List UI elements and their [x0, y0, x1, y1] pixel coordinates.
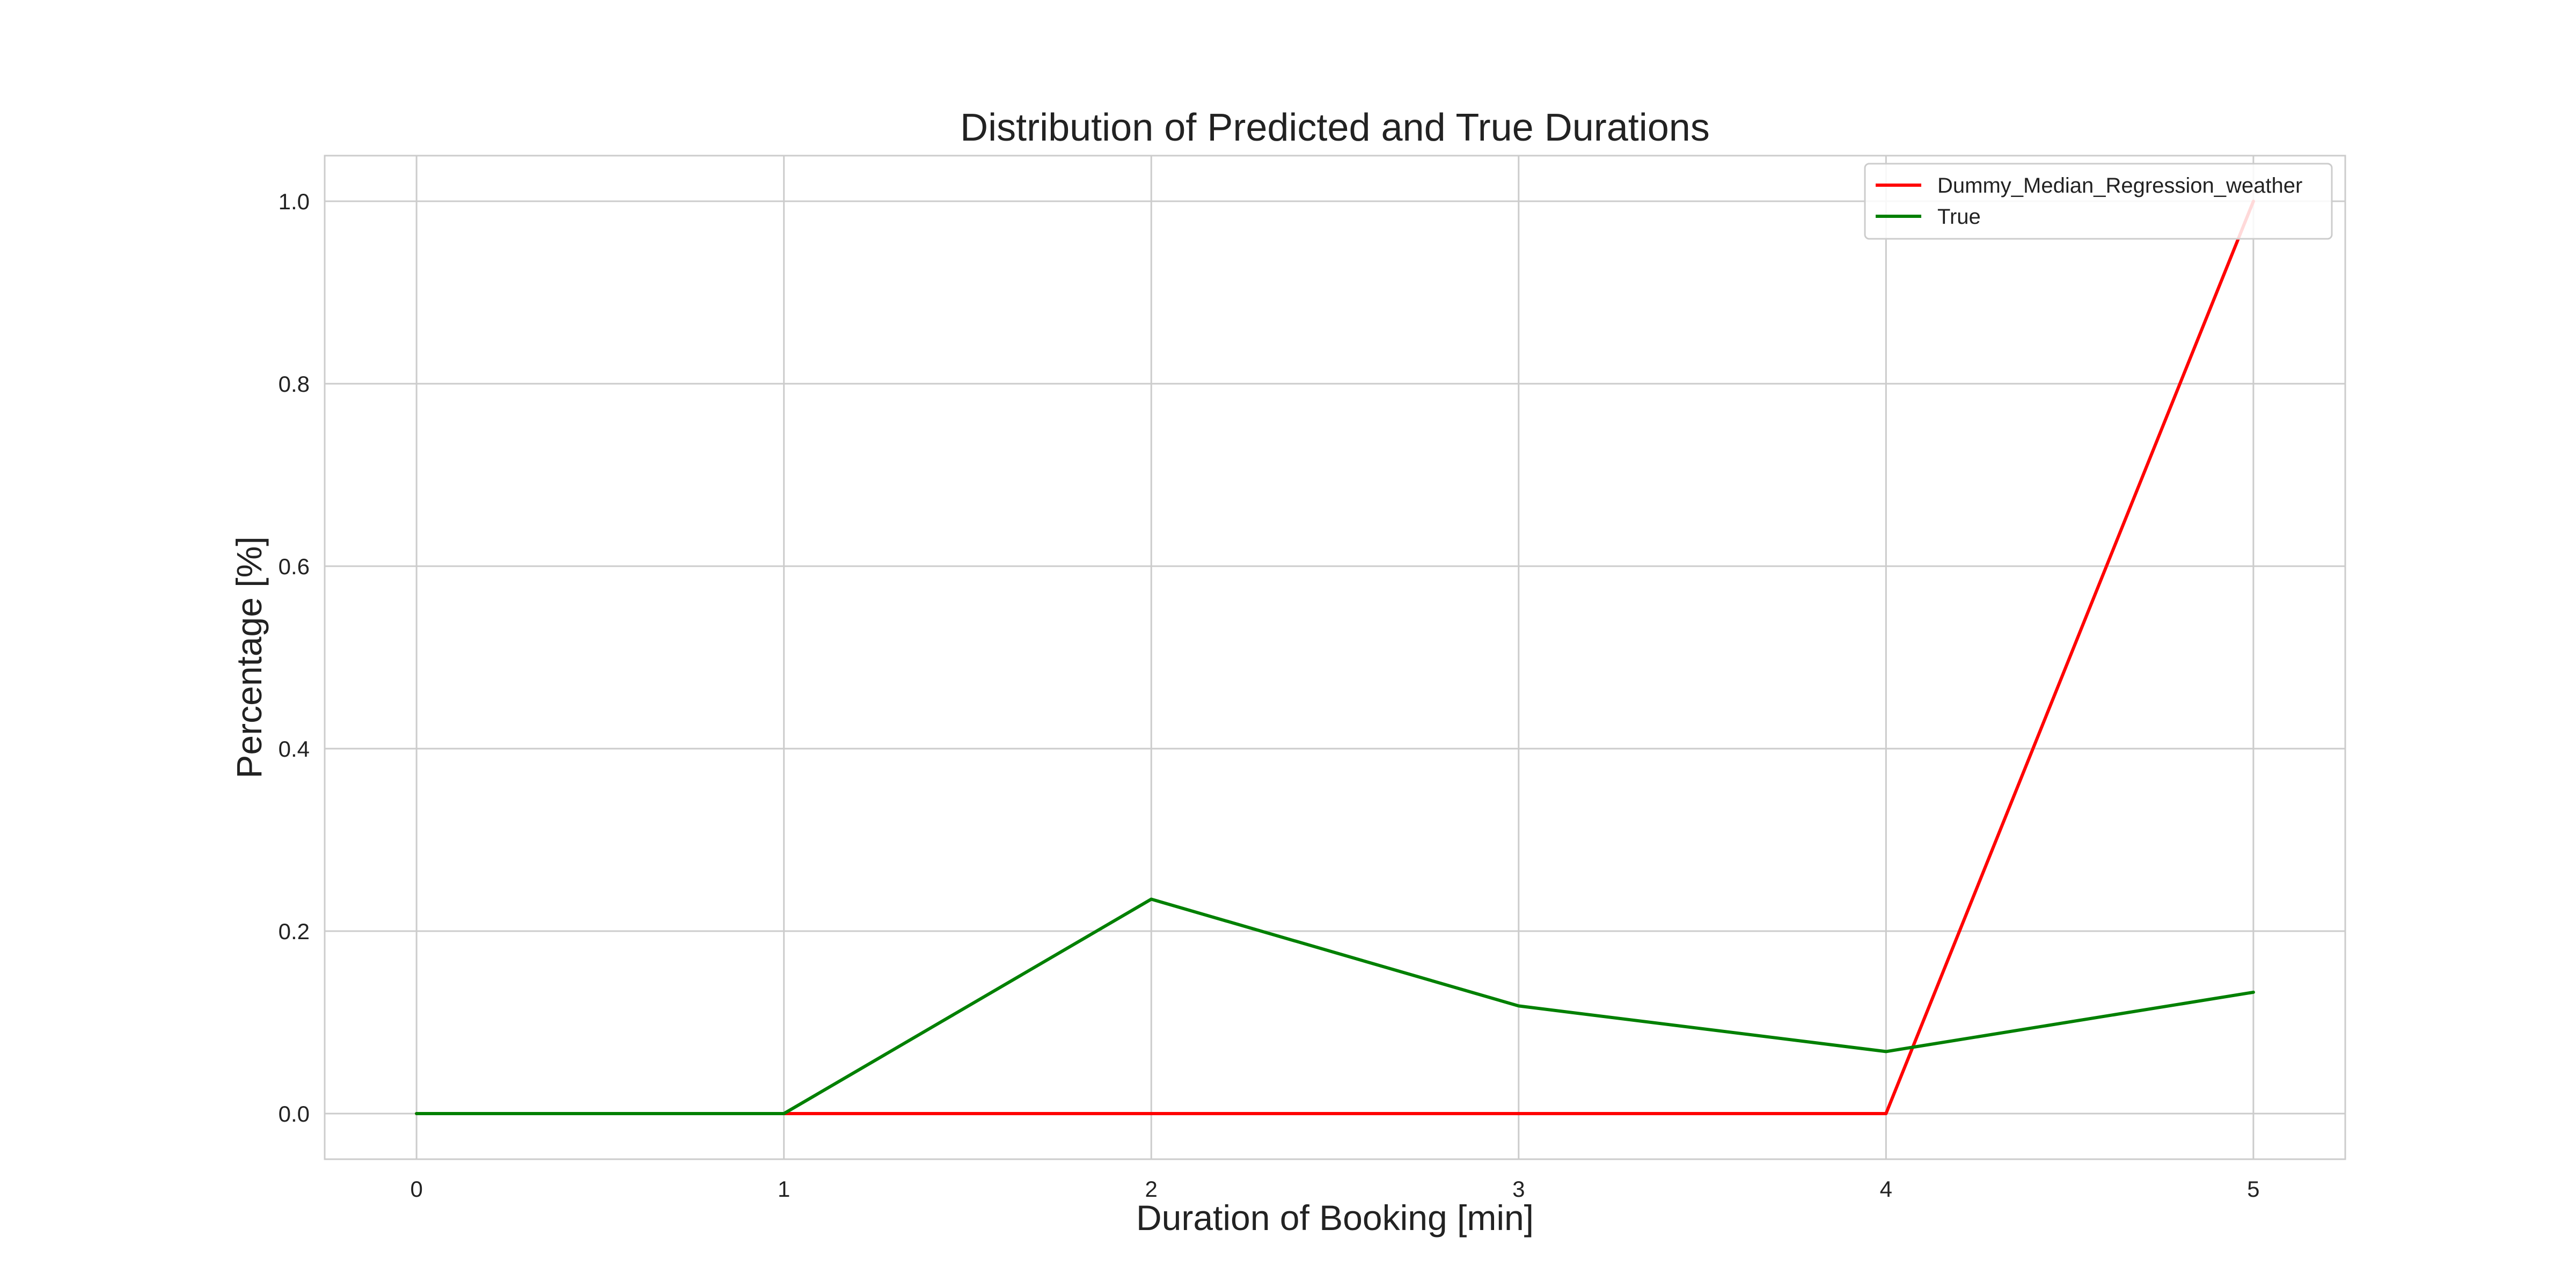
x-tick-label: 3 [1512, 1176, 1525, 1202]
x-tick-label: 0 [410, 1176, 422, 1202]
legend: Dummy_Median_Regression_weather True [1864, 163, 2333, 240]
y-tick-label: 0.6 [279, 554, 310, 579]
series-line-1 [415, 897, 2255, 1115]
chart-title: Distribution of Predicted and True Durat… [960, 106, 1710, 149]
legend-label-1: True [1937, 205, 1981, 229]
x-tick-label: 2 [1145, 1176, 1158, 1202]
x-tick-label: 4 [1880, 1176, 1892, 1202]
y-tick-label: 0.0 [279, 1101, 310, 1126]
x-tick-label: 5 [2247, 1176, 2259, 1202]
tick-labels: 0 1 2 3 4 5 0.0 0.2 0.4 0.6 0.8 1.0 [279, 189, 2260, 1202]
x-tick-label: 1 [778, 1176, 790, 1202]
y-tick-label: 0.2 [279, 919, 310, 944]
series-layer [415, 200, 2255, 1115]
y-tick-label: 0.4 [279, 736, 310, 762]
y-axis-label: Percentage [%] [229, 536, 269, 778]
grid [325, 156, 2345, 1159]
y-tick-label: 1.0 [279, 189, 310, 214]
x-axis-label: Duration of Booking [min] [1136, 1198, 1534, 1238]
y-tick-label: 0.8 [279, 371, 310, 397]
plot-frame [324, 155, 2346, 1160]
legend-box [1864, 163, 2333, 240]
legend-label-0: Dummy_Median_Regression_weather [1937, 174, 2302, 197]
